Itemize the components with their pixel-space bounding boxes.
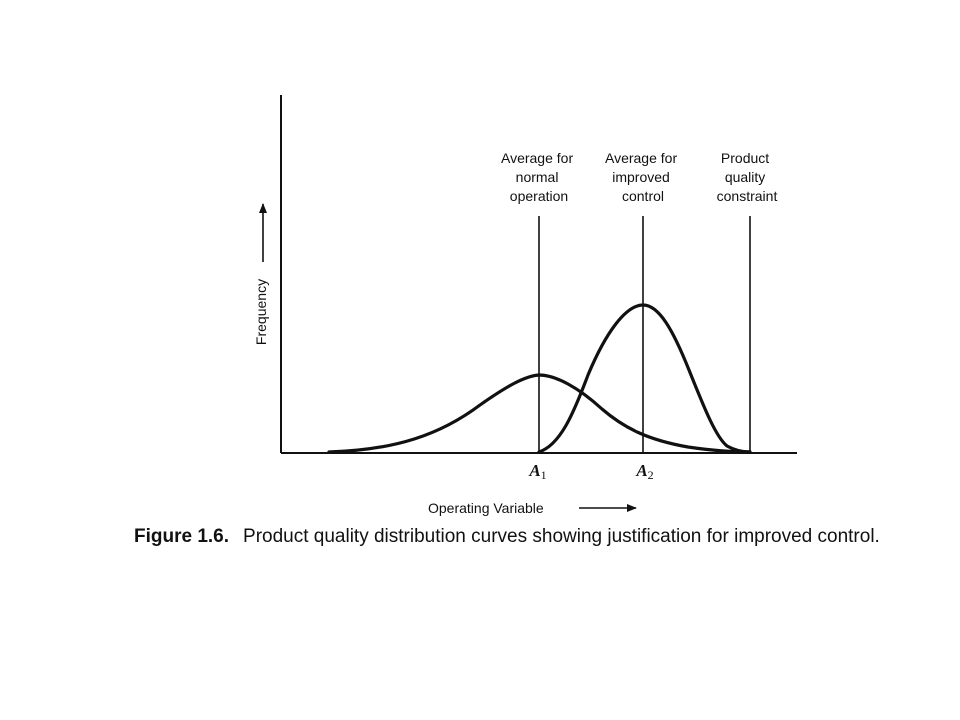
figure-caption-text: Product quality distribution curves show… [243,526,880,547]
a1-label-line-2: normal [516,169,559,185]
a1-label: Average for normal operation [501,150,577,204]
a1-symbol: A [528,461,540,480]
a1-label-line-3: operation [510,188,568,204]
a1-subscript: 1 [541,468,547,482]
a2-label-line-3: control [622,188,664,204]
figure-caption: Figure 1.6. Product quality distribution … [134,526,880,548]
constraint-label-line-2: quality [725,169,765,185]
constraint-label-line-3: constraint [717,188,778,204]
a2-tick-label: A2 [635,461,653,482]
constraint-label-line-1: Product [721,150,769,166]
y-axis-label: Frequency [253,279,269,345]
a2-label: Average for improved control [605,150,681,204]
constraint-label: Product quality constraint [717,150,778,204]
a2-subscript: 2 [648,468,654,482]
a2-symbol: A [635,461,647,480]
a1-tick-label: A1 [528,461,546,482]
normal-operation-curve [327,373,752,454]
a2-label-line-2: improved [612,169,670,185]
a2-label-line-1: Average for [605,150,677,166]
x-axis-label: Operating Variable [428,500,544,516]
improved-control-curve [537,303,752,454]
a1-label-line-1: Average for [501,150,573,166]
figure-number: Figure 1.6. [134,526,230,547]
